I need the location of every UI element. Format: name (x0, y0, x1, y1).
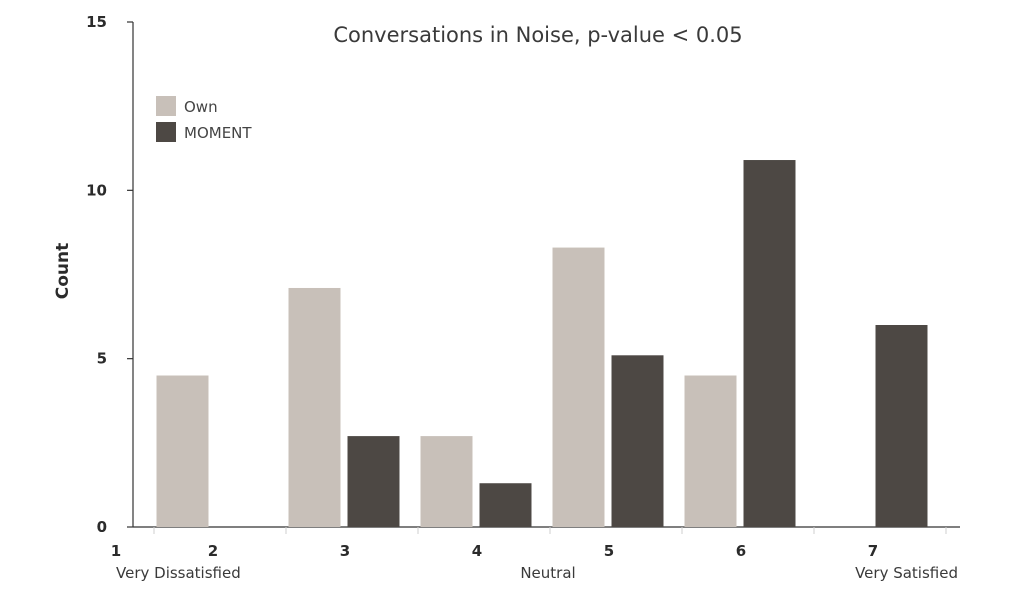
y-tick-labels: 0 5 10 15 (86, 13, 107, 536)
y-axis-label: Count (53, 243, 73, 300)
legend-label-own: Own (184, 98, 218, 116)
bar-moment-4 (479, 483, 532, 527)
legend-swatch-own (156, 96, 176, 116)
bar-moment-3 (347, 436, 400, 527)
chart-title: Conversations in Noise, p-value < 0.05 (333, 23, 742, 47)
legend-swatch-moment (156, 122, 176, 142)
x-anchor-label: Very Dissatisfied (116, 564, 241, 582)
legend: Own MOMENT (156, 96, 252, 142)
bar-moment-6 (743, 160, 796, 528)
x-tick-label: 1 (111, 542, 121, 560)
bar-own-2 (156, 375, 209, 527)
x-tick-label: 4 (472, 542, 482, 560)
x-tick-label: 6 (736, 542, 746, 560)
bar-own-5 (552, 247, 605, 528)
bar-own-4 (420, 436, 473, 527)
bar-moment-5 (611, 355, 664, 527)
bars (156, 160, 928, 528)
x-tick-label: 5 (604, 542, 614, 560)
x-tick-label: 2 (208, 542, 218, 560)
x-anchor-label: Neutral (520, 564, 575, 582)
x-anchor-label: Very Satisfied (855, 564, 958, 582)
axes (127, 21, 960, 534)
y-tick-label: 15 (86, 13, 107, 31)
x-anchor-labels: Very Dissatisfied Neutral Very Satisfied (116, 564, 958, 582)
bar-moment-7 (875, 325, 928, 527)
y-tick-label: 0 (97, 518, 107, 536)
y-tick-label: 10 (86, 181, 107, 199)
legend-label-moment: MOMENT (184, 124, 252, 142)
bar-own-6 (684, 375, 737, 527)
x-tick-label: 3 (340, 542, 350, 560)
y-tick-label: 5 (97, 350, 107, 368)
x-tick-labels: 1 2 3 4 5 6 7 (111, 542, 878, 560)
x-tick-label: 7 (868, 542, 878, 560)
bar-own-3 (288, 287, 341, 527)
